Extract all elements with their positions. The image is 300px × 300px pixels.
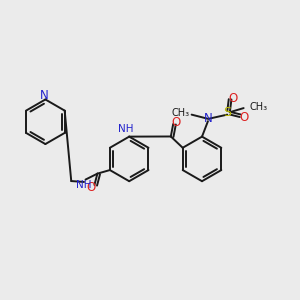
Text: N: N: [204, 112, 212, 125]
Text: O: O: [86, 181, 95, 194]
Text: CH₃: CH₃: [250, 102, 268, 112]
Text: O: O: [228, 92, 238, 105]
Text: CH₃: CH₃: [171, 108, 189, 118]
Text: NH: NH: [76, 180, 92, 190]
Text: O: O: [171, 116, 180, 129]
Text: N: N: [40, 88, 48, 101]
Text: S: S: [224, 106, 232, 119]
Text: NH: NH: [118, 124, 134, 134]
Text: O: O: [239, 111, 248, 124]
